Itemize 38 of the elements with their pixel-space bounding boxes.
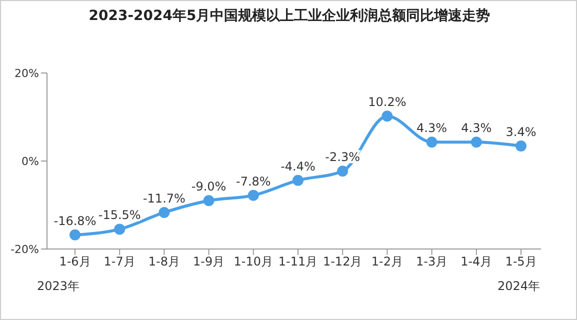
data-label: 3.4% [506, 125, 536, 140]
point [292, 174, 304, 186]
point [203, 195, 214, 206]
data-label: -7.8% [236, 174, 271, 188]
data-label: -16.8% [54, 214, 96, 228]
point [248, 190, 259, 201]
y-tick-label: 20% [14, 66, 39, 80]
x-tick-label: 1-4月 [460, 254, 492, 269]
data-label: -9.0% [191, 180, 226, 194]
x-tick-label: 1-6月 [59, 254, 91, 269]
text: 2023年 [37, 278, 80, 295]
point [158, 206, 170, 218]
x-tick-label: 1-2月 [371, 254, 404, 269]
point [70, 229, 80, 240]
chart-title: 2023-2024年5月中国规模以上工业企业利润总额同比增速走势 [88, 7, 492, 25]
x-tick-label: 1-10月 [234, 254, 274, 269]
data-label: -15.5% [98, 208, 141, 222]
data-label: -11.7% [142, 191, 186, 206]
x-tick-label: 1-7月 [104, 254, 136, 269]
x-tick-label: 1-8月 [148, 254, 180, 269]
data-label: -4.4% [280, 159, 316, 174]
point [114, 224, 126, 235]
point [337, 166, 348, 177]
x-tick-label: 1-11月 [278, 254, 318, 269]
x-tick-label: 1-3月 [416, 254, 448, 269]
point [382, 110, 393, 122]
x-tick-label: 1-5月 [505, 254, 537, 269]
data-label: 4.3% [461, 121, 492, 136]
y-tick-label: 0% [22, 154, 39, 168]
point [426, 136, 438, 148]
point [470, 136, 482, 148]
data-label: 4.3% [416, 121, 448, 136]
text: 2024年 [497, 278, 540, 295]
data-label: 10.2% [368, 95, 406, 110]
x-tick-label: 1-12月 [322, 254, 362, 269]
y-tick-label: -20% [10, 242, 39, 256]
x-tick-label: 1-9月 [192, 254, 225, 269]
point [516, 140, 526, 152]
